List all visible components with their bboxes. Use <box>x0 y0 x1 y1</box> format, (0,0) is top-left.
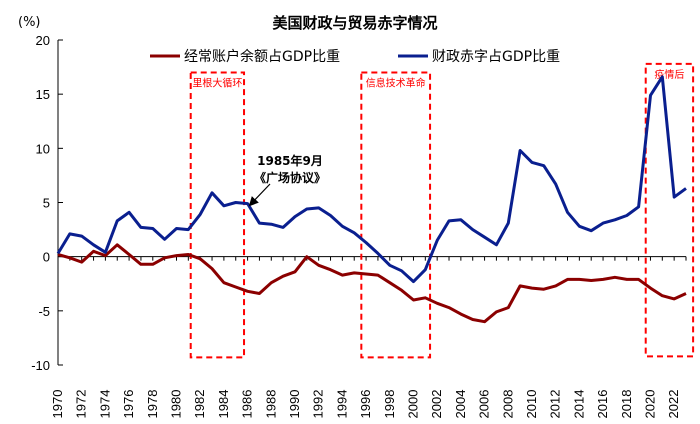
x-tick-label: 2022 <box>666 390 681 419</box>
highlight-box <box>644 62 695 358</box>
x-tick-label: 1980 <box>168 390 183 419</box>
y-tick-label: 5 <box>43 196 50 211</box>
legend: 经常账户余额占GDP比重 财政赤字占GDP比重 <box>150 48 560 65</box>
x-tick-label: 1994 <box>334 390 349 419</box>
x-tick-label: 2002 <box>429 390 444 419</box>
annotation-line-1: 1985年9月 <box>257 153 323 168</box>
y-tick-label: -5 <box>38 304 50 319</box>
y-tick-label: 0 <box>43 250 50 265</box>
x-tick-label: 2020 <box>642 390 657 419</box>
x-tick-label: 2008 <box>500 390 515 419</box>
highlight-box-label: 疫情后 <box>654 68 684 81</box>
highlight-box <box>189 71 246 359</box>
x-tick-label: 1988 <box>263 390 278 419</box>
annotation-line-2: 《广场协议》 <box>254 170 326 185</box>
x-tick-label: 1970 <box>50 390 65 419</box>
highlight-box <box>360 71 432 359</box>
highlight-box-label: 里根大循环 <box>192 77 242 90</box>
x-tick-label: 1978 <box>145 390 160 419</box>
x-tick-label: 2014 <box>571 390 586 419</box>
x-tick-label: 2006 <box>477 390 492 419</box>
plaza-accord-annotation: 1985年9月 《广场协议》 <box>248 153 326 207</box>
y-unit-label: (%) <box>18 15 41 30</box>
chart-title: 美国财政与贸易赤字情况 <box>272 14 437 32</box>
series-line-fiscal-deficit <box>56 75 687 284</box>
x-tick-label: 1972 <box>74 390 89 419</box>
legend-label-current-account: 经常账户余额占GDP比重 <box>184 48 340 65</box>
x-tick-label: 2012 <box>548 390 563 419</box>
x-tick-label: 2004 <box>453 390 468 419</box>
x-tick-label: 1974 <box>97 390 112 419</box>
x-tick-label: 2000 <box>405 390 420 419</box>
x-tick-label: 1982 <box>192 390 207 419</box>
x-tick-label: 1998 <box>382 390 397 419</box>
y-tick-label: 20 <box>36 33 50 48</box>
x-tick-label: 2010 <box>524 390 539 419</box>
annotation-arrow <box>248 183 271 207</box>
x-tick-label: 1996 <box>358 390 373 419</box>
series-lines <box>56 75 687 324</box>
x-tick-label: 1984 <box>216 390 231 419</box>
x-tick-label: 1990 <box>287 390 302 419</box>
legend-label-fiscal-deficit: 财政赤字占GDP比重 <box>432 49 560 65</box>
y-tick-label: 15 <box>36 87 50 102</box>
highlight-box-label: 信息技术革命 <box>366 77 426 90</box>
x-tick-label: 1976 <box>121 390 136 419</box>
x-tick-label: 1986 <box>240 390 255 419</box>
axes: 20 15 10 5 0 -5 -10 1970 1972 1974 1976 1978 1980 198… <box>31 33 687 419</box>
series-line-current-account <box>57 243 687 324</box>
x-tick-label: 1992 <box>311 390 326 419</box>
y-tick-label: -10 <box>31 358 50 373</box>
x-tick-label: 2018 <box>619 390 634 419</box>
y-tick-label: 10 <box>36 141 50 156</box>
x-tick-label: 2016 <box>595 390 610 419</box>
highlight-boxes: 里根大循环 信息技术革命 疫情后 <box>189 62 695 359</box>
